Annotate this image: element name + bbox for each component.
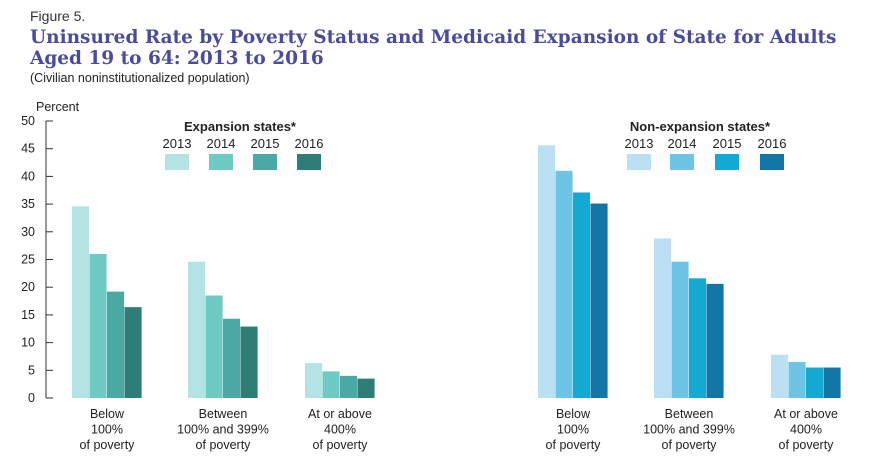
bar xyxy=(590,203,608,398)
y-tick-label: 30 xyxy=(21,225,35,239)
x-category-label: Between xyxy=(665,407,714,421)
bar xyxy=(124,307,142,398)
bar xyxy=(823,367,841,398)
legend-title: Non-expansion states* xyxy=(630,119,771,134)
bar xyxy=(72,206,90,398)
chart-title: Uninsured Rate by Poverty Status and Med… xyxy=(30,27,837,69)
legend-year-label: 2015 xyxy=(713,136,742,151)
bar xyxy=(322,371,340,398)
x-category-label: 100% xyxy=(91,423,123,437)
x-category-label: of poverty xyxy=(313,438,369,452)
x-category-label: 400% xyxy=(790,423,822,437)
legend-year-label: 2014 xyxy=(668,136,697,151)
x-category-label: of poverty xyxy=(196,438,252,452)
x-category-label: Below xyxy=(90,407,125,421)
bar xyxy=(240,326,258,398)
y-tick-label: 45 xyxy=(21,142,35,156)
bar xyxy=(538,145,556,398)
legend-year-label: 2016 xyxy=(295,136,324,151)
bar xyxy=(788,361,806,398)
bar xyxy=(806,367,824,398)
legend-year-label: 2014 xyxy=(207,136,236,151)
bar xyxy=(771,354,789,398)
x-category-label: 100% and 399% xyxy=(177,423,269,437)
chart-subtitle: (Civilian noninstitutionalized populatio… xyxy=(30,71,250,85)
legend-swatch xyxy=(760,154,784,170)
y-tick-label: 40 xyxy=(21,169,35,183)
x-category-label: of poverty xyxy=(662,438,718,452)
chart-panels: Expansion states* 2013 2014 2015 2016 Below 10… xyxy=(72,119,841,452)
legend-swatch xyxy=(297,154,321,170)
x-category-label: 100% xyxy=(557,423,589,437)
bar xyxy=(654,238,672,398)
y-tick-label: 25 xyxy=(21,253,35,267)
bar xyxy=(205,295,223,398)
bar xyxy=(689,278,707,398)
legend-swatch xyxy=(627,154,651,170)
x-category-label: Below xyxy=(556,407,591,421)
bar xyxy=(357,378,375,398)
bar xyxy=(573,192,591,398)
x-category-label: 100% and 399% xyxy=(643,423,735,437)
legend-year-label: 2015 xyxy=(251,136,280,151)
legend-year-label: 2016 xyxy=(758,136,787,151)
y-tick-label: 5 xyxy=(28,363,35,377)
y-tick-label: 50 xyxy=(21,114,35,128)
y-tick-label: 10 xyxy=(21,336,35,350)
panel-non-expansion: Non-expansion states* 2013 2014 2015 2016 Bel… xyxy=(538,119,841,452)
legend-swatch xyxy=(209,154,233,170)
bar xyxy=(706,283,724,398)
x-category-label: At or above xyxy=(308,407,372,421)
bar xyxy=(89,253,107,398)
y-tick-label: 15 xyxy=(21,308,35,322)
legend-year-label: 2013 xyxy=(625,136,654,151)
x-category-label: 400% xyxy=(324,423,356,437)
panel-expansion: Expansion states* 2013 2014 2015 2016 Below 10… xyxy=(72,119,375,452)
legend-swatch xyxy=(165,154,189,170)
x-category-label: At or above xyxy=(774,407,838,421)
legend-swatch xyxy=(253,154,277,170)
x-category-label: of poverty xyxy=(546,438,602,452)
bar xyxy=(188,261,206,398)
bar xyxy=(107,291,125,398)
y-tick-label: 20 xyxy=(21,280,35,294)
bar xyxy=(223,318,241,398)
legend-year-label: 2013 xyxy=(163,136,192,151)
legend-swatch xyxy=(715,154,739,170)
legend-swatch xyxy=(670,154,694,170)
bar xyxy=(555,170,573,398)
bar xyxy=(671,261,689,398)
x-category-label: of poverty xyxy=(779,438,835,452)
y-axis-label: Percent xyxy=(36,100,80,114)
legend-title: Expansion states* xyxy=(184,119,297,134)
y-tick-label: 0 xyxy=(28,391,35,405)
y-axis: 0 5 10 15 20 25 30 35 40 45 50 xyxy=(21,114,53,405)
y-tick-label: 35 xyxy=(21,197,35,211)
x-category-label: of poverty xyxy=(80,438,136,452)
x-category-label: Between xyxy=(199,407,248,421)
bar xyxy=(305,363,323,398)
bar xyxy=(340,375,358,398)
figure-label: Figure 5. xyxy=(30,8,86,24)
